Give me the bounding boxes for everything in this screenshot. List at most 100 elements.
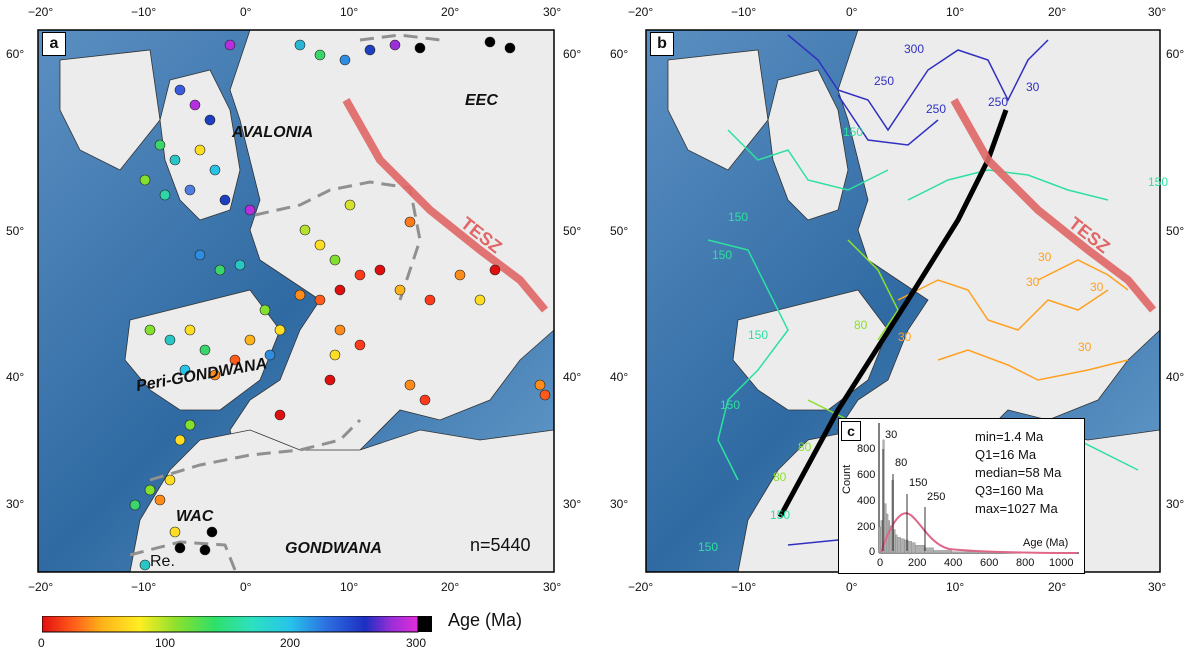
- contour-label: 250: [988, 95, 1009, 109]
- lat-tick-right: 50°: [1166, 224, 1185, 238]
- lon-tick-top: −20°: [628, 5, 654, 19]
- stat-min: min=1.4 Ma: [975, 429, 1044, 444]
- contour-label: 300: [904, 42, 925, 56]
- colorbar-gradient: [41, 615, 419, 633]
- inset-histogram: c 30 80 150 250 min=1.4 Ma Q1=16 Ma medi…: [838, 418, 1085, 574]
- contour-label: 30: [1026, 275, 1040, 289]
- x-tick: 400: [944, 557, 963, 569]
- x-tick: 0: [877, 557, 884, 569]
- lon-tick-top: 0°: [240, 5, 252, 19]
- map-frame-a: [37, 29, 555, 573]
- label-wac: WAC: [176, 508, 214, 525]
- peak-label: 80: [895, 457, 908, 469]
- colorbar-tick: 0: [38, 636, 45, 650]
- land-europe: [229, 29, 555, 501]
- lon-tick-bottom: −20°: [28, 580, 54, 594]
- colorbar-tick: 100: [155, 636, 176, 650]
- panel-label-a: a: [42, 32, 66, 56]
- label-eec: EEC: [465, 92, 498, 109]
- y-tick: 0: [869, 546, 876, 558]
- colorbar-tick: 200: [280, 636, 301, 650]
- contour-label: 150: [770, 508, 791, 522]
- histogram-bar: [904, 539, 909, 554]
- sample-count: n=5440: [470, 535, 531, 555]
- transect-line: [777, 109, 1009, 519]
- contour-label: 30: [1078, 340, 1092, 354]
- sample-points: [129, 36, 551, 571]
- contour-label: 80: [773, 470, 787, 484]
- lat-tick-right: 60°: [563, 47, 582, 61]
- contour-label: 250: [874, 74, 895, 88]
- lon-tick-top: 20°: [441, 5, 460, 19]
- stat-max: max=1027 Ma: [975, 501, 1058, 516]
- lat-tick-right: 40°: [1166, 370, 1185, 384]
- histogram-bar: [878, 526, 881, 554]
- peak-label: 250: [927, 491, 946, 503]
- lat-tick-right: 30°: [563, 497, 582, 511]
- lat-tick-left: 50°: [610, 224, 629, 238]
- colorbar-svg: [41, 615, 432, 633]
- lat-tick-left: 40°: [610, 370, 629, 384]
- contour-label: 80: [854, 318, 868, 332]
- histogram-bar: [911, 542, 916, 554]
- land-scotland-north: [59, 49, 161, 171]
- density-curve: [880, 512, 1078, 554]
- y-tick: 600: [857, 469, 876, 481]
- lat-tick-right: 30°: [1166, 497, 1185, 511]
- lon-tick-top: −10°: [131, 5, 157, 19]
- y-tick: 400: [857, 495, 876, 507]
- x-tick: 200: [908, 557, 927, 569]
- lat-tick-left: 40°: [6, 370, 25, 384]
- peak-label: 30: [885, 429, 898, 441]
- contour-label: 30: [1026, 80, 1040, 94]
- lon-tick-bottom: 20°: [1048, 580, 1067, 594]
- contour-label: 150: [1148, 175, 1169, 189]
- lon-tick-bottom: 30°: [543, 580, 562, 594]
- lon-tick-top: 10°: [340, 5, 359, 19]
- histogram-xlabel: Age (Ma): [1023, 537, 1069, 549]
- stat-q1: Q1=16 Ma: [975, 447, 1037, 462]
- lat-tick-left: 30°: [6, 497, 25, 511]
- lon-tick-top: 10°: [946, 5, 965, 19]
- lat-tick-right: 50°: [563, 224, 582, 238]
- lon-tick-bottom: −10°: [131, 580, 157, 594]
- lon-tick-bottom: 0°: [240, 580, 252, 594]
- terrane-boundary-north: [254, 180, 422, 301]
- lon-tick-bottom: 0°: [846, 580, 858, 594]
- contour-label: 30: [1090, 280, 1104, 294]
- histogram-bar: [887, 520, 891, 554]
- colorbar-tick: 300: [406, 636, 427, 650]
- lat-tick-right: 40°: [563, 370, 582, 384]
- panel-label-b: b: [650, 32, 674, 56]
- histogram-plot: [878, 423, 1079, 554]
- contour-label: 150: [720, 398, 741, 412]
- land-scotland-north: [667, 49, 769, 171]
- land-britain: [767, 69, 849, 221]
- x-tick: 1000: [1049, 557, 1074, 569]
- tesz-line-a: [342, 98, 549, 313]
- histogram-bar: [893, 529, 896, 554]
- colorbar: 0 100 200 300: [38, 615, 442, 661]
- contour-label: 150: [712, 248, 733, 262]
- lon-tick-bottom: 10°: [946, 580, 965, 594]
- histogram-bar: [924, 547, 934, 554]
- lon-tick-bottom: 20°: [441, 580, 460, 594]
- histogram-bar: [900, 538, 905, 554]
- x-tick: 800: [1016, 557, 1035, 569]
- label-avalonia: AVALONIA: [232, 124, 314, 141]
- terrane-boundary-top: [359, 33, 441, 42]
- histogram-ylabel: Count: [841, 464, 853, 494]
- lat-tick-left: 60°: [610, 47, 629, 61]
- lon-tick-top: −10°: [731, 5, 757, 19]
- tesz-line-b: [950, 98, 1157, 313]
- histogram-bar: [915, 545, 925, 554]
- peak-label: 150: [909, 477, 928, 489]
- lon-tick-bottom: −20°: [628, 580, 654, 594]
- lon-tick-bottom: 10°: [340, 580, 359, 594]
- terrane-boundary-south: [149, 418, 362, 482]
- panel-label-c: c: [841, 421, 861, 441]
- map-a: [37, 29, 555, 573]
- lon-tick-bottom: −10°: [731, 580, 757, 594]
- lon-tick-top: 30°: [1148, 5, 1167, 19]
- label-gondwana: GONDWANA: [285, 540, 382, 557]
